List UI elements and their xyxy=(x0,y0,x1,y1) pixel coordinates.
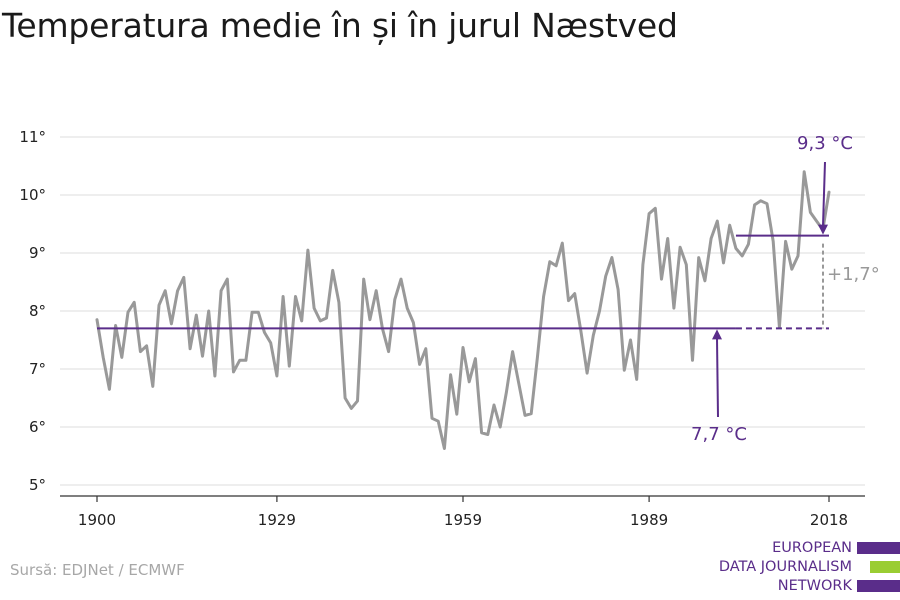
y-tick-label-6: 6° xyxy=(29,418,46,436)
x-tick-label-2018: 2018 xyxy=(810,511,848,529)
logo-line-1: EUROPEAN xyxy=(772,540,852,556)
x-tick-label-1900: 1900 xyxy=(78,511,116,529)
new-mean-label: 9,3 °C xyxy=(797,133,853,154)
difference-label: +1,7° xyxy=(827,264,880,285)
old-mean-arrow-shaft xyxy=(716,338,719,418)
temperature-series xyxy=(95,170,831,450)
y-tick-label-5: 5° xyxy=(29,476,46,494)
y-tick-label-7: 7° xyxy=(29,360,46,378)
logo-line-3: NETWORK xyxy=(777,578,852,594)
x-axis: 1900 1929 1959 1989 2018 xyxy=(60,495,865,529)
y-tick-label-9: 9° xyxy=(29,244,46,262)
source-note: Sursă: EDJNet / ECMWF xyxy=(10,561,185,579)
logo-bar-purple-bottom xyxy=(857,580,900,592)
series-line-0 xyxy=(95,170,831,450)
x-tick-label-1959: 1959 xyxy=(444,511,482,529)
chart-title: Temperatura medie în și în jurul Næstved xyxy=(2,6,678,45)
logo-line-2: DATA JOURNALISM xyxy=(718,559,852,575)
x-tick-label-1989: 1989 xyxy=(630,511,668,529)
y-tick-label-8: 8° xyxy=(29,302,46,320)
logo-bar-purple-top xyxy=(857,542,900,554)
edjnet-logo: EUROPEAN DATA JOURNALISM NETWORK xyxy=(705,539,900,597)
old-mean-arrow-head xyxy=(712,329,722,340)
old-mean-label: 7,7 °C xyxy=(691,424,747,445)
y-axis-ticks: 5° 6° 7° 8° 9° 10° 11° xyxy=(19,128,46,494)
annotations: 9,3 °C 7,7 °C +1,7° xyxy=(691,133,880,445)
x-tick-label-1929: 1929 xyxy=(258,511,296,529)
new-mean-arrow-shaft xyxy=(822,161,826,226)
y-tick-label-11: 11° xyxy=(19,128,46,146)
y-tick-label-10: 10° xyxy=(19,186,46,204)
reference-lines xyxy=(97,234,829,330)
new-mean-arrow-head xyxy=(818,224,828,235)
logo-bar-green xyxy=(870,561,900,573)
